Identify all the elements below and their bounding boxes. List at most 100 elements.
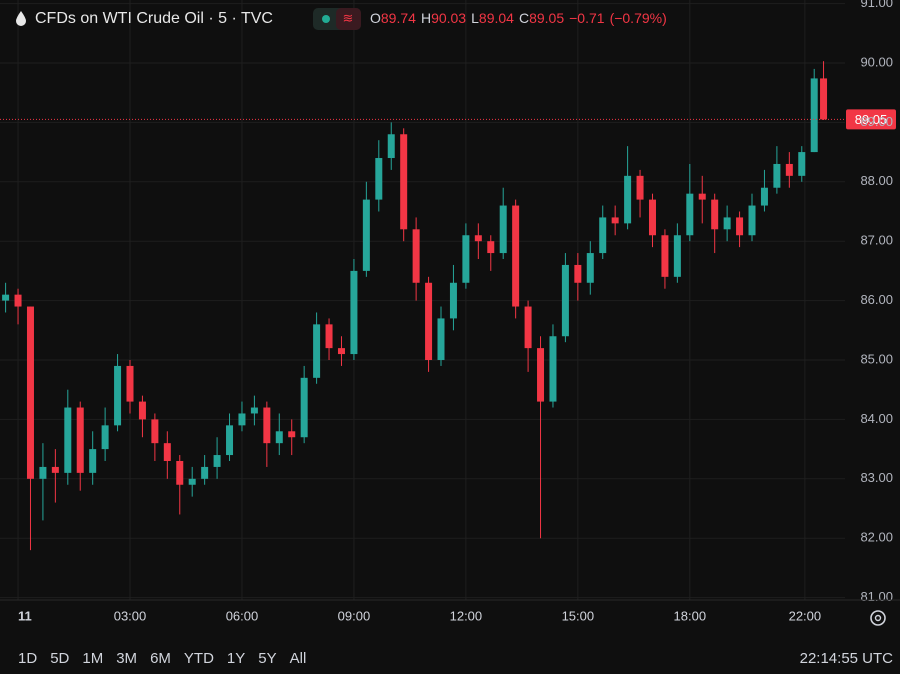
candle-body (64, 407, 72, 473)
delay-badge[interactable] (336, 8, 361, 30)
range-button[interactable]: 3M (116, 650, 137, 667)
ohlc-key: H (421, 10, 431, 26)
candle-body (698, 193, 706, 200)
change: −0.71 (569, 10, 605, 26)
y-tick-label: 85.00 (860, 351, 893, 366)
candle-body (499, 205, 507, 254)
candle-body (810, 78, 818, 153)
range-button[interactable]: 1M (82, 650, 103, 667)
candle-body (673, 235, 681, 277)
candle-body (437, 318, 445, 360)
x-tick-label: 15:00 (562, 608, 595, 623)
candle-body (798, 152, 806, 176)
candle-body (288, 431, 296, 438)
ohlc-key: O (370, 10, 381, 26)
ohlc-value: 90.03 (431, 10, 466, 26)
grid (0, 0, 845, 600)
settings-icon[interactable] (870, 610, 886, 626)
range-button[interactable]: 5Y (258, 650, 276, 667)
overlay: 89.05 (0, 109, 896, 130)
candle-body (387, 134, 395, 159)
candle-body (226, 425, 234, 456)
candle-body (723, 217, 731, 230)
candle-body (275, 431, 283, 444)
y-tick-label: 90.00 (860, 54, 893, 69)
x-tick-label: 11 (18, 608, 32, 623)
range-buttons: 1D 5D 1M 3M 6M YTD 1Y 5Y All (18, 650, 306, 667)
candle-body (375, 158, 383, 200)
candle-body (586, 253, 594, 283)
candle-body (425, 282, 433, 360)
candle-body (250, 407, 258, 414)
candle-body (151, 419, 159, 444)
candle-body (549, 336, 557, 402)
x-tick-label: 22:00 (789, 608, 822, 623)
candle-body (89, 449, 97, 473)
candle-body (462, 235, 470, 283)
candle-body (300, 377, 308, 438)
ohlc-value: 89.74 (381, 10, 416, 26)
candle-body (474, 235, 482, 242)
candle-body (114, 365, 122, 426)
candle-body (26, 306, 34, 479)
candle-body (748, 205, 756, 236)
candle-body (14, 294, 22, 307)
range-button[interactable]: 1D (18, 650, 37, 667)
ohlc-key: C (519, 10, 529, 26)
candle-body (201, 466, 209, 479)
x-tick-label: 06:00 (226, 608, 259, 623)
change-pct: (−0.79%) (610, 10, 667, 26)
ohlc-value: 89.04 (479, 10, 514, 26)
range-button[interactable]: 5D (50, 650, 69, 667)
y-tick-label: 91.00 (860, 0, 893, 10)
candle-body (138, 401, 146, 420)
candle-body (524, 306, 532, 349)
range-button[interactable]: All (290, 650, 307, 667)
range-button[interactable]: YTD (184, 650, 214, 667)
candle-body (163, 443, 171, 461)
candle-body (574, 264, 582, 283)
candle-body (686, 193, 694, 236)
candle-body (820, 78, 828, 120)
ohlc-text: O89.74 H90.03 L89.04 C89.05 −0.71 (−0.79%) (370, 10, 667, 26)
y-tick-label: 83.00 (860, 470, 893, 485)
candle-body (487, 241, 495, 254)
y-tick-label: 89.00 (860, 114, 893, 129)
candle-body (449, 282, 457, 319)
symbol-icon (16, 11, 26, 26)
chart-title: CFDs on WTI Crude Oil · 5 · TVC (35, 10, 273, 27)
candle-body (760, 187, 768, 206)
x-tick-label: 03:00 (114, 608, 147, 623)
clock: 22:14:55 UTC (800, 650, 894, 667)
candle-body (400, 134, 408, 230)
market-open-dot (322, 15, 330, 23)
candle-body (711, 199, 719, 230)
candle-body (785, 163, 793, 176)
y-tick-label: 88.00 (860, 173, 893, 188)
range-button[interactable]: 1Y (227, 650, 245, 667)
range-button[interactable]: 6M (150, 650, 171, 667)
candle-body (537, 348, 545, 402)
settings-gear (870, 610, 886, 626)
y-tick-label: 84.00 (860, 411, 893, 426)
last-price-label: 89.05 (855, 112, 888, 127)
candle-body (773, 163, 781, 188)
candle-body (624, 175, 632, 224)
candle-body (188, 478, 196, 485)
candle-body (126, 365, 134, 402)
candle-body (176, 460, 184, 485)
candle-body (51, 466, 59, 473)
candles (2, 61, 828, 551)
last-price-tag (846, 109, 896, 130)
ohlc-legend: O89.74 H90.03 L89.04 C89.05 −0.71 (−0.79%) (370, 10, 667, 26)
candle-body (736, 217, 744, 236)
candle-body (636, 175, 644, 200)
candle-body (337, 348, 345, 355)
candle-body (599, 217, 607, 254)
candle-body (661, 235, 669, 277)
settings-hub (874, 614, 882, 622)
y-tick-label: 86.00 (860, 292, 893, 307)
candle-body (313, 324, 321, 378)
